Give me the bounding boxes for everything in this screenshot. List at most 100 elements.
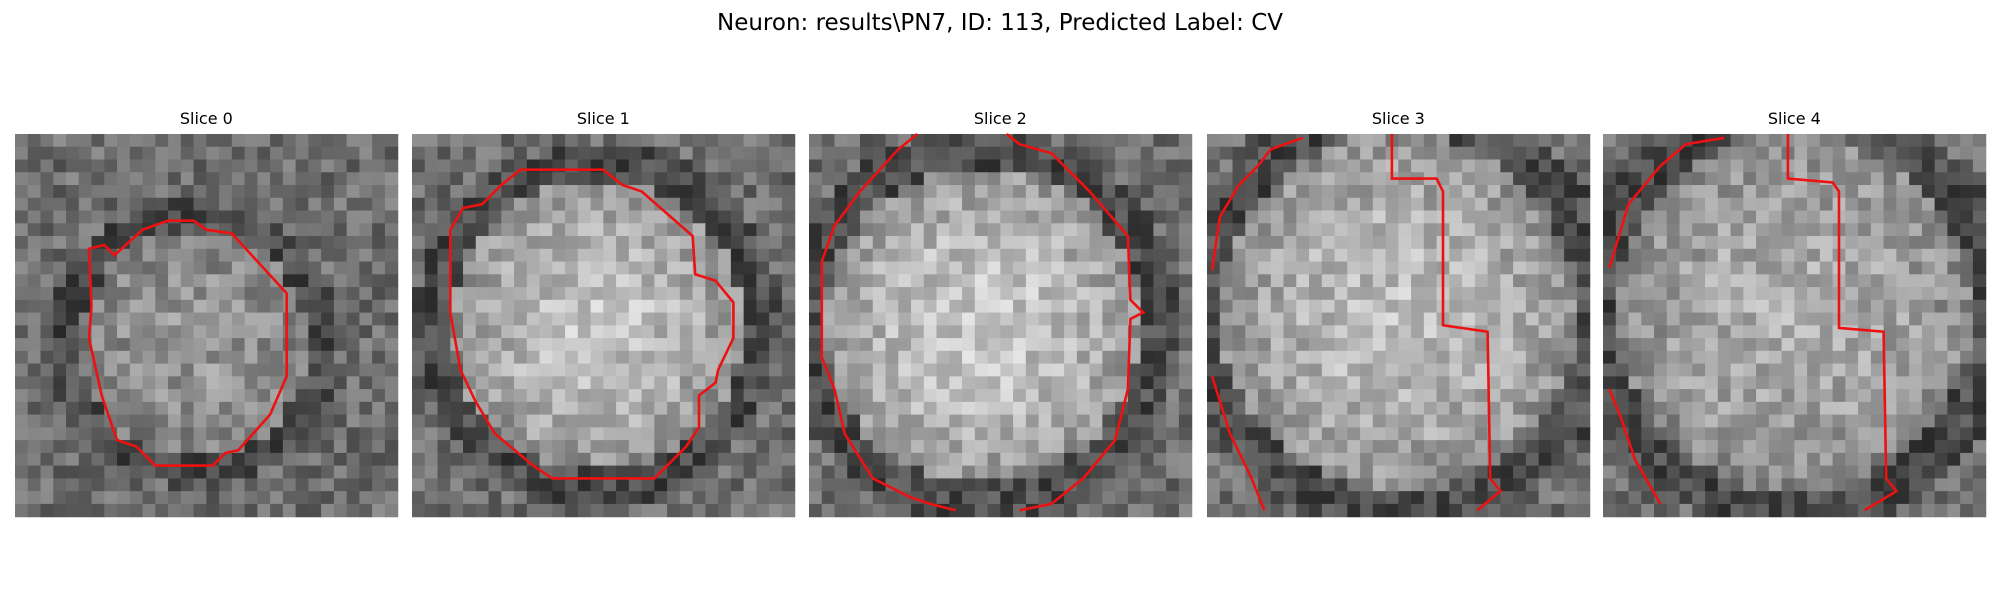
pixel [974,389,989,403]
pixel [552,134,566,148]
pixel [667,312,681,326]
pixel [15,414,29,428]
pixel [1025,363,1040,377]
pixel [1398,338,1412,352]
pixel [667,440,681,454]
pixel [1411,299,1425,314]
pixel [53,248,67,263]
pixel [206,350,220,365]
pixel [590,414,604,428]
pixel [168,338,182,352]
pixel [308,146,322,161]
pixel [1615,350,1630,365]
pixel [1717,325,1732,339]
pixel [1207,325,1221,339]
pixel [1730,350,1744,365]
pixel [231,210,246,224]
pixel [1219,185,1234,199]
pixel [1756,312,1770,326]
pixel [1283,299,1297,314]
pixel [552,146,566,161]
pixel [333,338,348,352]
pixel [1768,350,1783,365]
pixel [872,236,887,250]
pixel [936,274,950,288]
pixel [1360,197,1374,212]
pixel [705,363,719,377]
pixel [1756,478,1770,492]
pixel [1051,452,1065,467]
pixel [692,325,706,339]
pixel [1615,274,1630,288]
pixel [911,210,925,224]
pixel [730,236,745,250]
pixel [1000,261,1014,275]
pixel [1360,134,1374,148]
pixel [412,478,426,492]
pixel [475,325,490,339]
pixel [346,299,360,314]
pixel [168,414,182,428]
pixel [1858,350,1872,365]
pixel [1538,350,1552,365]
pixel [1717,261,1732,275]
pixel [1883,210,1897,224]
pixel [231,223,246,237]
pixel [834,287,848,301]
pixel [679,478,694,492]
pixel [1178,478,1193,492]
pixel [1628,363,1642,377]
pixel [257,287,271,301]
pixel [1666,274,1681,288]
pixel [333,197,348,212]
pixel [295,287,309,301]
pixel [372,223,386,237]
pixel [346,146,360,161]
pixel [15,350,29,365]
pixel [616,452,630,467]
pixel [384,236,399,250]
pixel [308,274,322,288]
pixel [705,223,719,237]
pixel [1934,338,1948,352]
panel-title: Slice 3 [1372,109,1425,128]
pixel [1076,159,1091,173]
pixel [437,299,451,314]
pixel [705,210,719,224]
pixel [129,452,144,467]
pixel [475,338,490,352]
pixel [1858,287,1872,301]
pixel [333,146,348,161]
pixel [193,159,207,173]
pixel [1819,465,1834,479]
pixel [1474,350,1489,365]
pixel [1051,197,1065,212]
pixel [53,401,67,416]
pixel [1140,427,1154,441]
pixel [1258,440,1272,454]
pixel [1258,414,1272,428]
pixel [1845,287,1859,301]
pixel [834,159,848,173]
pixel [1666,440,1681,454]
pixel [346,478,360,492]
pixel [40,172,54,186]
pixel [1603,491,1617,505]
pixel [206,414,220,428]
pixel [1564,159,1578,173]
pixel [616,465,630,479]
pixel [577,197,592,212]
pixel [1921,287,1936,301]
pixel [1896,159,1910,173]
pixel [705,503,719,518]
pixel [1140,478,1154,492]
pixel [743,236,757,250]
pixel [743,452,757,467]
pixel [1615,376,1630,390]
pixel [1628,465,1642,479]
pixel [501,299,515,314]
pixel [1692,325,1706,339]
pixel [514,312,528,326]
pixel [974,338,989,352]
pixel [1270,236,1285,250]
